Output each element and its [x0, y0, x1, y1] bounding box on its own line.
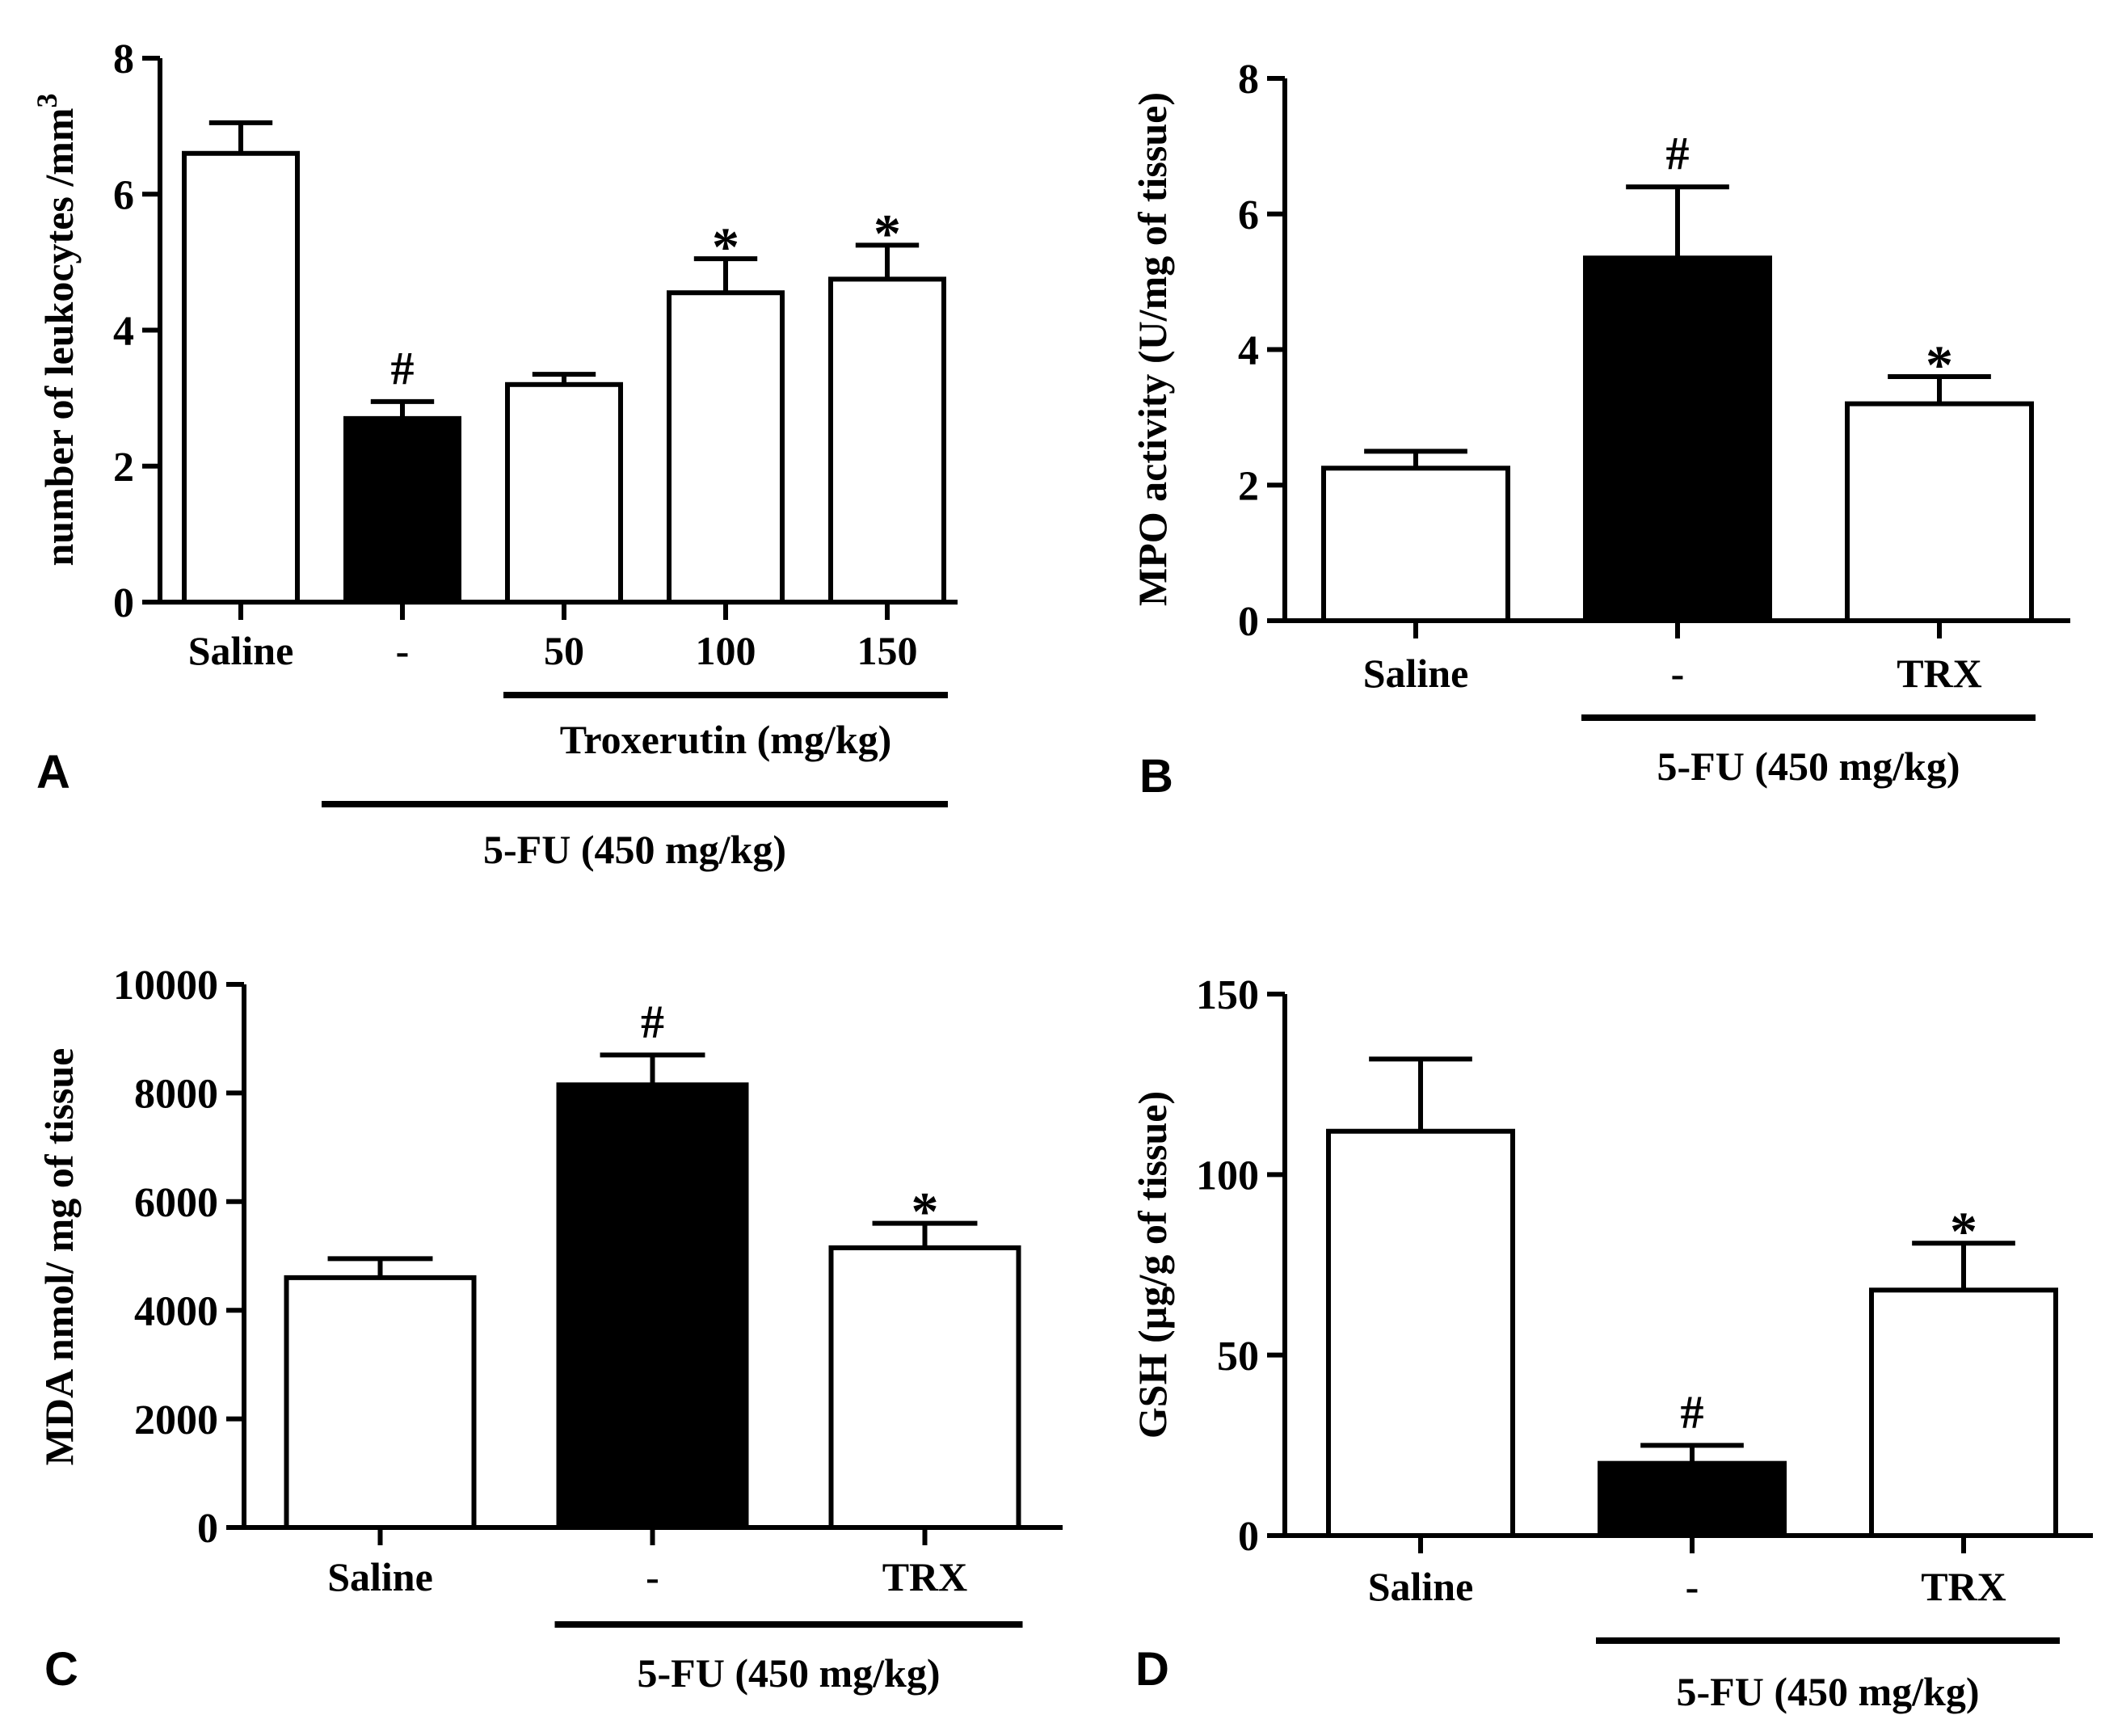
- bar-c-1: [556, 1082, 749, 1530]
- y-tick-label-a: 8: [113, 36, 134, 82]
- y-tick-label-c: 10000: [113, 963, 218, 1009]
- significance-mark-a-4: *: [874, 202, 901, 263]
- y-tick-label-a: 6: [113, 172, 134, 218]
- y-tick-label-c: 4000: [134, 1288, 218, 1334]
- y-axis-title-b: MPO activity (U/mg of tissue): [1130, 92, 1175, 606]
- y-tick-label-b: 6: [1238, 192, 1259, 238]
- significance-mark-a-1: #: [391, 342, 415, 394]
- category-label-b-1: -: [1671, 651, 1685, 696]
- y-tick-label-c: 6000: [134, 1180, 218, 1226]
- category-label-c-0: Saline: [327, 1554, 433, 1599]
- panel-letter-c: C: [44, 1643, 78, 1696]
- category-label-c-2: TRX: [882, 1554, 968, 1599]
- bar-d-0: [1326, 1128, 1515, 1538]
- significance-mark-d-1: #: [1681, 1385, 1704, 1438]
- y-tick-label-b: 4: [1238, 328, 1259, 374]
- y-tick-label-a: 0: [113, 580, 134, 626]
- bar-b-0: [1321, 466, 1510, 623]
- y-tick-label-d: 150: [1196, 972, 1259, 1018]
- category-label-a-2: 50: [544, 628, 584, 673]
- bar-c-2: [828, 1245, 1021, 1531]
- bar-a-0: [182, 150, 300, 605]
- bar-a-2: [505, 381, 623, 605]
- category-label-b-2: TRX: [1897, 651, 1982, 696]
- bar-d-1: [1598, 1460, 1787, 1538]
- y-tick-label-a: 2: [113, 445, 134, 491]
- category-label-b-0: Saline: [1363, 651, 1469, 696]
- significance-mark-b-2: *: [1926, 334, 1953, 395]
- panel-b: 0 2 4 6 8 MPO activity (U/mg of tissue) Saline…: [1130, 57, 2070, 803]
- category-label-a-0: Saline: [188, 628, 294, 673]
- y-tick-label-c: 8000: [134, 1072, 218, 1118]
- y-tick-label-c: 0: [197, 1506, 218, 1552]
- bar-a-4: [828, 276, 946, 605]
- panel-letter-d: D: [1135, 1643, 1169, 1696]
- group-label-a-1: 5-FU (450 mg/kg): [483, 827, 786, 872]
- panel-c: 0 2000 4000 6000 8000 10000 MDA nmol/ mg of ti…: [36, 963, 1063, 1696]
- bar-c-0: [284, 1275, 477, 1530]
- category-label-d-2: TRX: [1921, 1564, 2006, 1609]
- group-label-c-0: 5-FU (450 mg/kg): [638, 1650, 941, 1696]
- bar-a-3: [667, 290, 785, 605]
- significance-mark-a-3: *: [712, 216, 739, 277]
- y-tick-label-d: 0: [1238, 1514, 1259, 1560]
- y-tick-label-d: 100: [1196, 1153, 1259, 1199]
- category-label-c-1: -: [646, 1554, 659, 1599]
- category-label-a-3: 100: [696, 628, 756, 673]
- panel-letter-b: B: [1139, 750, 1173, 803]
- y-tick-label-b: 0: [1238, 599, 1259, 645]
- y-tick-label-a: 4: [113, 309, 134, 355]
- group-label-d-0: 5-FU (450 mg/kg): [1677, 1669, 1980, 1714]
- significance-mark-c-1: #: [641, 995, 664, 1047]
- y-tick-label-c: 2000: [134, 1397, 218, 1443]
- panel-d: 0 50 100 150 GSH (µg/g of tissue) Saline # - * TR…: [1130, 972, 2093, 1714]
- y-tick-label-d: 50: [1217, 1334, 1259, 1380]
- bar-b-2: [1845, 401, 2034, 623]
- group-label-a-0: Troxerutin (mg/kg): [560, 717, 892, 762]
- category-label-d-0: Saline: [1368, 1564, 1474, 1609]
- significance-mark-b-1: #: [1666, 127, 1690, 179]
- significance-mark-c-2: *: [912, 1181, 939, 1242]
- panel-letter-a: A: [36, 746, 70, 798]
- bar-a-1: [343, 415, 461, 605]
- category-label-a-1: -: [396, 628, 410, 673]
- y-axis-title-a: number of leukocytes /mm3: [31, 93, 82, 566]
- group-label-b-0: 5-FU (450 mg/kg): [1657, 744, 1960, 789]
- bar-d-2: [1869, 1287, 2058, 1539]
- category-label-a-4: 150: [857, 628, 918, 673]
- y-tick-label-b: 8: [1238, 57, 1259, 103]
- y-axis-title-c: MDA nmol/ mg of tissue: [36, 1048, 82, 1466]
- y-axis-title-superscript-a: 3: [31, 93, 63, 107]
- significance-mark-d-2: *: [1950, 1200, 1977, 1262]
- category-label-d-1: -: [1686, 1564, 1699, 1609]
- panel-a: 0 2 4 6 8 number of leukocytes /mm3 Saline # - 50…: [31, 36, 958, 872]
- y-axis-title-d: GSH (µg/g of tissue): [1130, 1091, 1175, 1439]
- bar-b-1: [1583, 255, 1772, 623]
- y-tick-label-b: 2: [1238, 463, 1259, 509]
